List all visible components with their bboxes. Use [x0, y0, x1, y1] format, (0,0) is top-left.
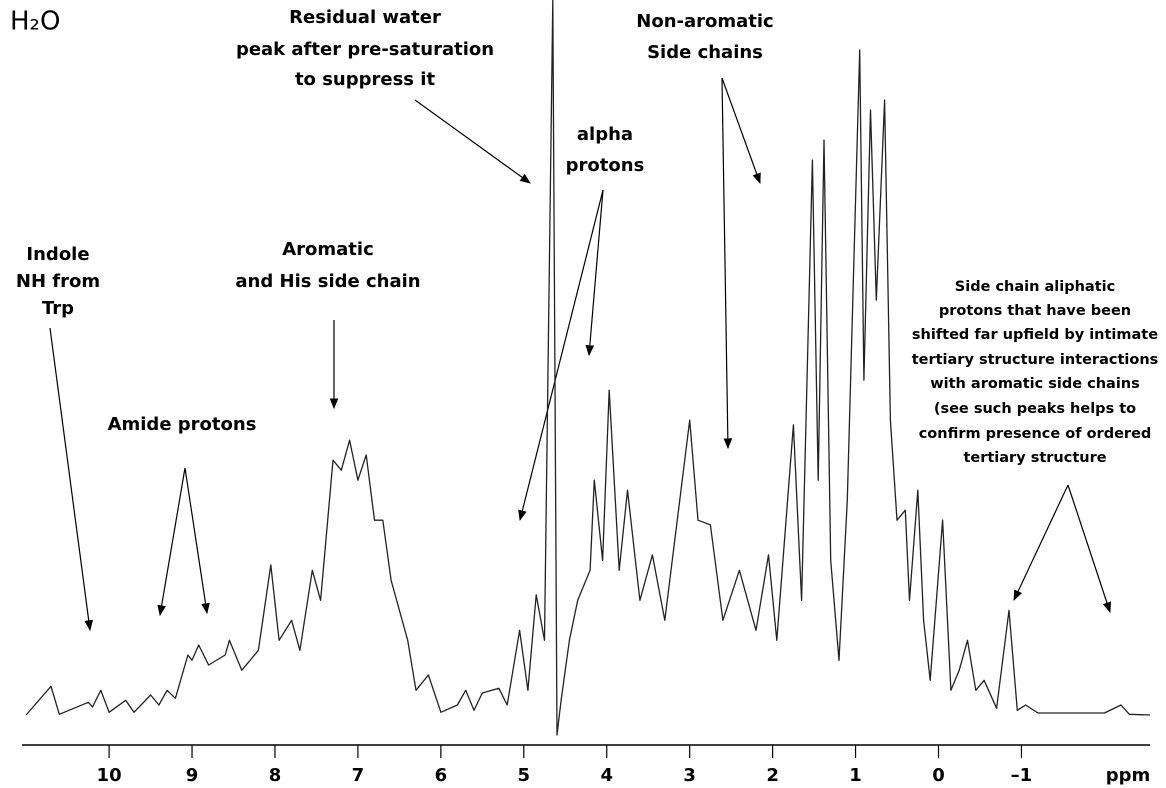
annotation: Residual water [289, 7, 441, 28]
arrows [49, 77, 1112, 632]
arrow [1013, 484, 1069, 601]
annotation: shifted far upfield by intimate [912, 327, 1158, 343]
annotation: peak after pre-saturation [236, 39, 494, 60]
x-tick-label: 7 [352, 765, 365, 786]
x-tick-label: 3 [683, 765, 696, 786]
arrow [157, 467, 186, 617]
x-tick-label: –1 [1011, 765, 1033, 786]
x-tick-label: 10 [97, 765, 122, 786]
annotation: tertiary structure interactions [912, 352, 1159, 368]
annotation: confirm presence of ordered [919, 426, 1152, 442]
annotation: alpha [577, 124, 633, 145]
annotation: Aromatic [282, 239, 374, 260]
x-tick-label: 4 [600, 765, 613, 786]
annotation: Trp [42, 298, 74, 319]
arrow [518, 189, 604, 522]
arrow [585, 189, 604, 357]
arrow [1067, 484, 1112, 614]
x-tick-label: 9 [186, 765, 199, 786]
annotation: protons [566, 155, 645, 176]
annotation: Indole [26, 244, 89, 265]
annotation: to suppress it [295, 69, 435, 90]
x-axis-label: ppm [1106, 765, 1151, 786]
annotation: Non-aromatic [636, 11, 773, 32]
x-tick-label: 1 [849, 765, 862, 786]
annotation: Side chains [647, 42, 763, 63]
annotation: with aromatic side chains [930, 376, 1140, 392]
annotation: and His side chain [235, 271, 420, 292]
spectrum-line [25, 0, 1151, 736]
x-tick-label: 8 [269, 765, 282, 786]
annotation: Side chain aliphatic [955, 279, 1115, 295]
arrow [184, 467, 210, 615]
x-tick-label: 2 [766, 765, 779, 786]
annotation: protons that have been [939, 303, 1131, 319]
annotation: Amide protons [108, 414, 257, 435]
arrow [721, 77, 733, 450]
corner-label: H₂O [10, 7, 60, 37]
annotation: tertiary structure [963, 450, 1106, 466]
x-tick-label: 0 [932, 765, 945, 786]
arrow [414, 99, 531, 184]
annotation: (see such peaks helps to [934, 401, 1136, 417]
arrow [49, 327, 94, 632]
x-tick-label: 5 [518, 765, 531, 786]
annotation: NH from [16, 271, 100, 292]
arrow [721, 77, 761, 185]
x-tick-label: 6 [435, 765, 448, 786]
